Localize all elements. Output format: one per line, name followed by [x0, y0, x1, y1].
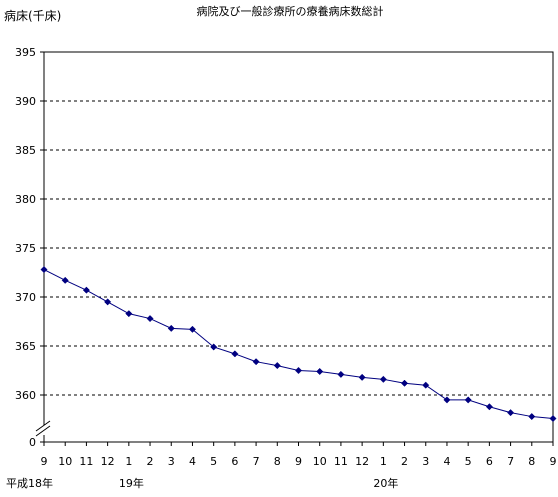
year-label: 19年	[119, 476, 144, 490]
y-tick-label: 390	[15, 95, 36, 108]
axis-break-mark	[35, 425, 51, 437]
data-point	[528, 413, 536, 421]
data-point	[61, 276, 69, 284]
x-tick-label: 8	[274, 455, 281, 468]
x-tick-label: 9	[550, 455, 557, 468]
data-point	[252, 358, 260, 366]
y-tick-label: 365	[15, 340, 36, 353]
data-point	[400, 379, 409, 387]
data-point	[443, 396, 451, 404]
data-point	[337, 370, 345, 378]
data-point	[358, 373, 366, 381]
x-tick-label: 12	[101, 455, 115, 468]
data-point	[422, 381, 430, 389]
x-tick-label: 1	[380, 455, 387, 468]
data-point	[549, 414, 557, 423]
x-tick-label: 3	[168, 455, 175, 468]
data-point	[40, 266, 48, 274]
data-point	[167, 324, 175, 332]
x-tick-label: 11	[334, 455, 348, 468]
x-tick-label: 5	[210, 455, 217, 468]
data-point	[125, 310, 133, 318]
data-point	[464, 396, 472, 404]
y-tick-label: 380	[15, 193, 36, 206]
x-tick-label: 10	[58, 455, 72, 468]
data-point	[210, 343, 218, 351]
year-label: 平成18年	[6, 476, 53, 490]
y-tick-label: 370	[15, 291, 36, 304]
data-point	[104, 298, 112, 306]
x-tick-label: 8	[528, 455, 535, 468]
y-tick-label: 0	[29, 436, 36, 449]
x-tick-label: 1	[125, 455, 132, 468]
year-label: 20年	[373, 476, 398, 490]
x-tick-label: 2	[147, 455, 154, 468]
x-tick-label: 11	[79, 455, 93, 468]
y-tick-label: 385	[15, 144, 36, 157]
plot-frame	[43, 51, 554, 443]
y-tick-label: 375	[15, 242, 36, 255]
x-tick-label: 4	[189, 455, 196, 468]
data-point	[146, 315, 154, 323]
data-point	[379, 375, 387, 383]
x-tick-label: 6	[486, 455, 493, 468]
y-tick-label: 360	[15, 389, 36, 402]
data-point	[82, 286, 90, 294]
x-tick-label: 3	[422, 455, 429, 468]
data-point	[316, 367, 324, 376]
x-tick-label: 2	[401, 455, 408, 468]
x-tick-label: 10	[313, 455, 327, 468]
data-point	[231, 350, 239, 358]
x-tick-label: 7	[253, 455, 260, 468]
data-point	[485, 403, 493, 411]
data-point	[188, 325, 197, 333]
axis-break-mark	[35, 420, 51, 432]
x-tick-label: 12	[355, 455, 369, 468]
x-tick-label: 7	[507, 455, 514, 468]
data-point	[294, 366, 303, 375]
chart-title: 病院及び一般診療所の療養病床数総計	[197, 4, 384, 18]
x-tick-label: 4	[443, 455, 450, 468]
y-tick-label: 395	[15, 46, 36, 59]
x-tick-label: 6	[231, 455, 238, 468]
x-tick-label: 5	[465, 455, 472, 468]
data-point	[273, 362, 281, 370]
x-tick-label: 9	[41, 455, 48, 468]
y-axis-label: 病床(千床)	[4, 8, 61, 23]
data-point	[507, 409, 515, 417]
x-tick-label: 9	[295, 455, 302, 468]
